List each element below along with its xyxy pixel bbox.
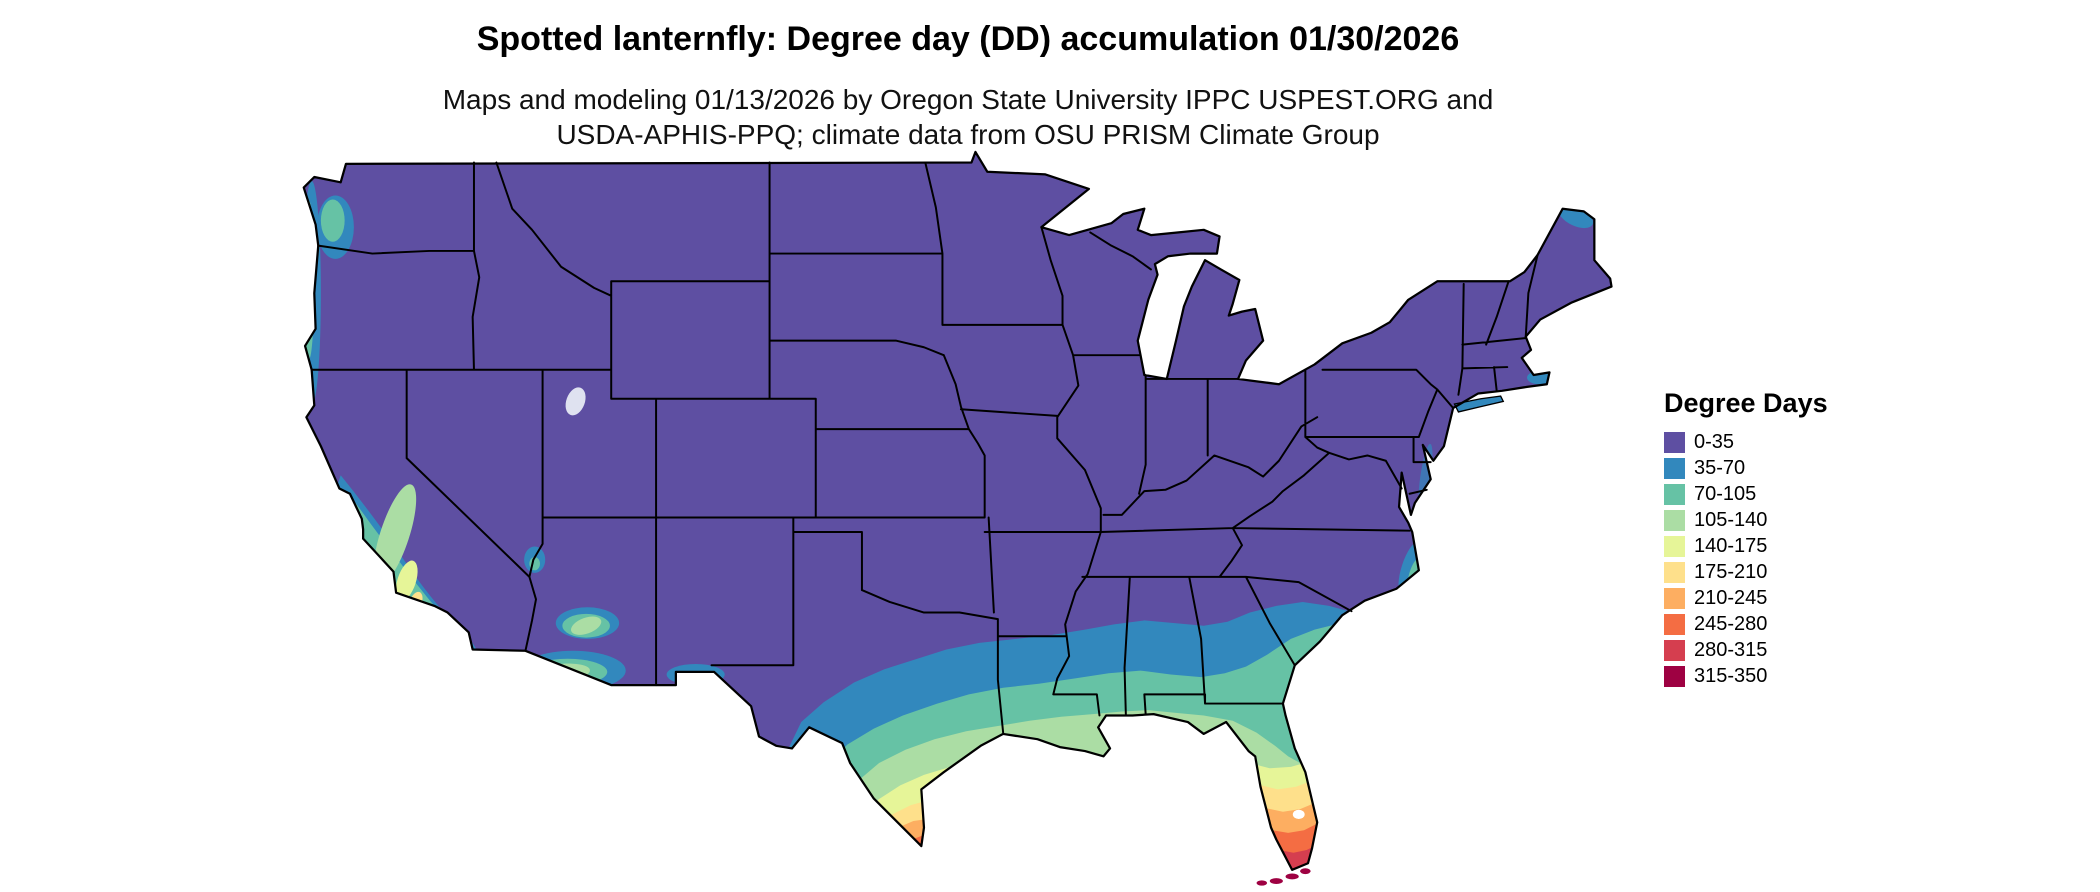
page-subtitle: Maps and modeling 01/13/2026 by Oregon S… [0, 82, 1936, 152]
legend-label: 0-35 [1694, 430, 1735, 453]
legend-label: 280-315 [1694, 638, 1768, 661]
legend-item: 315-350 [1664, 663, 1828, 689]
legend-item: 140-175 [1664, 533, 1828, 559]
subtitle-line-1: Maps and modeling 01/13/2026 by Oregon S… [442, 84, 1494, 115]
band-245-280-south [896, 823, 1322, 870]
band-140-175-california [395, 560, 418, 602]
us-outline [302, 150, 1613, 871]
band-315-350-keys [1269, 878, 1283, 884]
band-70-105-olympic [320, 199, 345, 242]
legend-swatch [1664, 483, 1685, 505]
long-island [1453, 395, 1505, 413]
legend-item: 70-105 [1664, 481, 1828, 507]
legend-swatch [1664, 509, 1685, 531]
legend-swatch [1664, 561, 1685, 583]
legend-item: 175-210 [1664, 559, 1828, 585]
legend-swatch [1664, 457, 1685, 479]
band-315-350-keys [1285, 873, 1299, 880]
legend-label: 70-105 [1694, 482, 1757, 505]
band-70-105-arizona [528, 658, 608, 686]
us-degree-day-map [302, 150, 1613, 886]
legend-swatch [1664, 535, 1685, 557]
great-salt-lake [565, 387, 586, 416]
legend-swatch [1664, 639, 1685, 661]
band-210-245-south [889, 802, 1326, 870]
band-140-175-yuma [528, 667, 552, 679]
lake-okeechobee [1292, 809, 1305, 820]
subtitle-line-2: USDA-APHIS-PPQ; climate data from OSU PR… [556, 119, 1380, 150]
band-315-350-keys [1256, 880, 1268, 886]
band-280-315-florida-tip [1274, 844, 1320, 870]
legend-label: 35-70 [1694, 456, 1746, 479]
florida-keys [1256, 868, 1311, 886]
legend-label: 140-175 [1694, 534, 1768, 557]
legend-label: 105-140 [1694, 508, 1768, 531]
legend-label: 175-210 [1694, 560, 1768, 583]
legend-swatch [1664, 665, 1685, 687]
state-borders [310, 161, 1539, 734]
legend-item: 280-315 [1664, 637, 1828, 663]
legend-swatch [1664, 587, 1685, 609]
legend-label: 210-245 [1694, 586, 1768, 609]
band-105-140-phoenix [571, 616, 602, 635]
legend-swatch [1664, 613, 1685, 635]
legend-label: 315-350 [1694, 664, 1768, 687]
legend-swatch [1664, 431, 1685, 453]
band-175-210-south [881, 780, 1334, 870]
legend-item: 245-280 [1664, 611, 1828, 637]
legend-item: 0-35 [1664, 429, 1828, 455]
legend: Degree Days 0-35 35-70 70-105 105-140 14… [1664, 388, 1828, 689]
legend-label: 245-280 [1694, 612, 1768, 635]
page-title: Spotted lanternfly: Degree day (DD) accu… [476, 20, 1460, 58]
legend-item: 35-70 [1664, 455, 1828, 481]
legend-title: Degree Days [1664, 388, 1828, 418]
legend-item: 210-245 [1664, 585, 1828, 611]
band-315-350-keys [1300, 868, 1311, 875]
legend-item: 105-140 [1664, 507, 1828, 533]
us-map-container [293, 148, 1613, 892]
